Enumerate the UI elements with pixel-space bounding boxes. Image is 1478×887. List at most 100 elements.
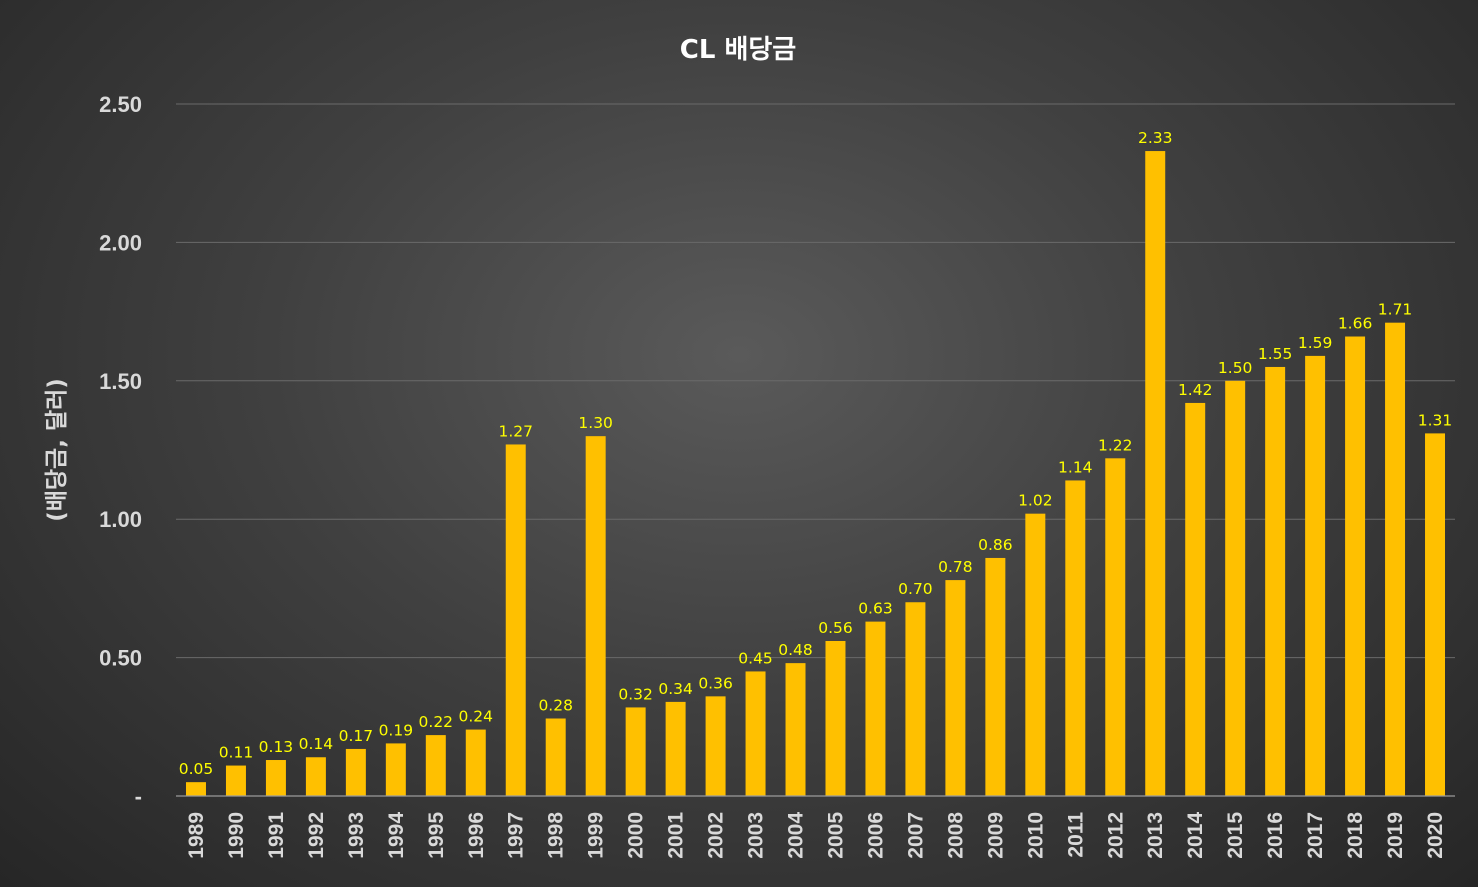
bar-1993 — [345, 748, 366, 796]
bar-2007 — [905, 602, 926, 796]
data-label: 0.05 — [179, 760, 214, 778]
data-label: 0.78 — [938, 558, 973, 576]
x-tick-label: 1998 — [545, 812, 568, 859]
gridlines — [176, 103, 1455, 659]
bar-1989 — [185, 782, 206, 796]
data-label: 1.14 — [1058, 458, 1093, 476]
x-tick-label: 2008 — [944, 812, 967, 859]
x-tick-label: 1996 — [465, 812, 488, 859]
data-label: 0.14 — [299, 735, 334, 753]
x-tick-label: 2013 — [1144, 812, 1167, 859]
bar-2020 — [1425, 433, 1446, 796]
data-label: 0.56 — [818, 619, 853, 637]
x-tick-label: 2014 — [1184, 812, 1207, 859]
bar-2000 — [625, 707, 646, 796]
x-tick-label: 2005 — [824, 812, 847, 859]
bar-2014 — [1185, 402, 1206, 796]
data-label: 0.24 — [459, 708, 494, 726]
y-tick-label: 2.00 — [99, 230, 142, 255]
x-tick-label: 1995 — [425, 812, 448, 859]
bar-1999 — [585, 436, 606, 796]
bar-2019 — [1385, 322, 1406, 796]
bar-1991 — [265, 760, 286, 796]
bar-2015 — [1225, 380, 1246, 796]
x-tick-label: 2002 — [705, 812, 728, 859]
x-tick-label: 2003 — [745, 812, 768, 859]
data-label: 0.32 — [618, 685, 653, 703]
data-label: 0.11 — [219, 744, 254, 762]
x-tick-label: 2020 — [1424, 812, 1447, 859]
data-label: 1.27 — [498, 422, 533, 440]
data-label: 1.66 — [1338, 315, 1373, 333]
bar-2008 — [945, 580, 966, 796]
data-label: 0.70 — [898, 580, 933, 598]
y-tick-label: 0.50 — [99, 646, 142, 671]
bar-1997 — [505, 444, 526, 796]
data-label: 1.50 — [1218, 359, 1253, 377]
y-tick-label: - — [135, 784, 142, 809]
bar-2001 — [665, 701, 686, 796]
y-axis-label: (배당금, 달러) — [44, 378, 70, 522]
data-label: 0.17 — [339, 727, 374, 745]
y-tick-label: 1.50 — [99, 369, 142, 394]
bar-2016 — [1265, 366, 1286, 796]
data-label: 1.22 — [1098, 436, 1133, 454]
bar-1998 — [545, 718, 566, 796]
data-label: 1.71 — [1378, 301, 1413, 319]
data-label: 0.22 — [419, 713, 454, 731]
x-tick-label: 1989 — [185, 812, 208, 859]
data-label: 1.59 — [1298, 334, 1333, 352]
data-label: 1.02 — [1018, 492, 1053, 510]
data-label: 0.63 — [858, 600, 893, 618]
x-tick-label: 1999 — [585, 812, 608, 859]
x-tick-label: 1997 — [505, 812, 528, 859]
data-label: 1.30 — [578, 414, 613, 432]
bar-1995 — [425, 735, 446, 796]
data-label: 0.28 — [538, 696, 573, 714]
x-tick-label: 1992 — [305, 812, 328, 859]
data-label: 0.13 — [259, 738, 294, 756]
bars — [185, 151, 1446, 796]
data-label: 0.34 — [658, 680, 693, 698]
x-tick-label: 2006 — [864, 812, 887, 859]
x-tick-label: 2016 — [1264, 812, 1287, 859]
bar-2018 — [1345, 336, 1366, 796]
x-tick-label: 2007 — [904, 812, 927, 859]
bar-2011 — [1065, 480, 1086, 796]
bar-1990 — [225, 765, 246, 796]
bar-2010 — [1025, 513, 1046, 796]
data-label: 0.36 — [698, 674, 733, 692]
x-tick-label: 1994 — [385, 812, 408, 859]
data-label: 1.42 — [1178, 381, 1213, 399]
x-axis-ticks: 1989 1990 1991 1992 1993 1994 1995 1996 1997 1998… — [185, 812, 1447, 859]
bar-2006 — [865, 621, 886, 796]
x-tick-label: 2001 — [665, 812, 688, 859]
data-label: 1.55 — [1258, 345, 1293, 363]
y-tick-label: 2.50 — [99, 92, 142, 117]
chart-title: CL 배당금 — [680, 35, 797, 65]
data-labels: 0.05 0.11 0.13 0.14 0.17 0.19 0.22 0.24 1.27 0.28… — [179, 129, 1453, 778]
x-tick-label: 2018 — [1344, 812, 1367, 859]
bar-2013 — [1145, 151, 1166, 796]
data-label: 0.48 — [778, 641, 813, 659]
bar-2004 — [785, 663, 806, 796]
y-tick-label: 1.00 — [99, 507, 142, 532]
data-label: 1.31 — [1418, 411, 1453, 429]
bar-2009 — [985, 557, 1006, 796]
x-tick-label: 2017 — [1304, 812, 1327, 859]
x-tick-label: 2010 — [1024, 812, 1047, 859]
x-tick-label: 2019 — [1384, 812, 1407, 859]
bar-2012 — [1105, 458, 1126, 796]
bar-1996 — [465, 729, 486, 796]
bar-1992 — [305, 757, 326, 796]
x-tick-label: 2011 — [1064, 812, 1087, 858]
x-tick-label: 2015 — [1224, 812, 1247, 859]
bar-2017 — [1305, 355, 1326, 796]
x-tick-label: 1990 — [225, 812, 248, 859]
x-tick-label: 2004 — [785, 812, 808, 859]
data-label: 2.33 — [1138, 129, 1173, 147]
x-tick-label: 2012 — [1104, 812, 1127, 859]
bar-2005 — [825, 640, 846, 796]
data-label: 0.45 — [738, 649, 773, 667]
